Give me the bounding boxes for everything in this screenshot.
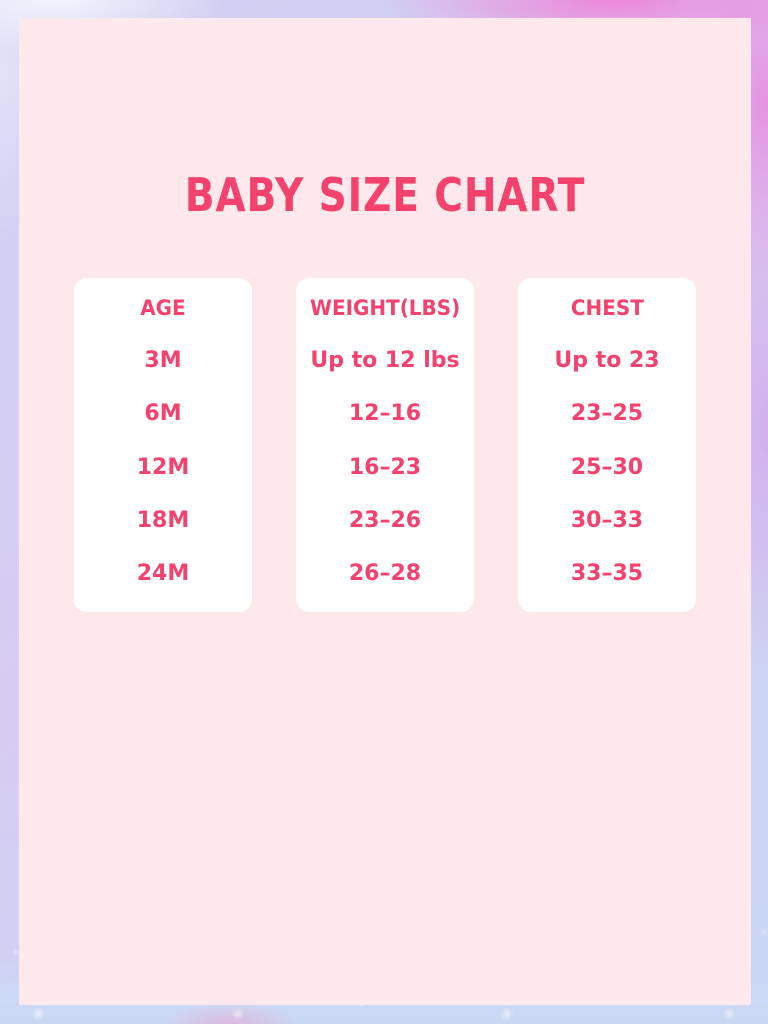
age-cell: 18M xyxy=(136,507,190,533)
chest-cell: 33–35 xyxy=(570,560,644,586)
weight-cell: 12–16 xyxy=(348,401,422,427)
page-title: BABY SIZE CHART xyxy=(184,168,586,222)
size-chart-panel: BABY SIZE CHART AGE 3M 6M 12M 18M 24M WE… xyxy=(19,18,751,1005)
weight-column-card: WEIGHT(LBS) Up to 12 lbs 12–16 16–23 23–… xyxy=(296,278,474,612)
weight-cell: 23–26 xyxy=(348,507,422,533)
age-cell: 3M xyxy=(144,348,182,374)
chest-cell: 23–25 xyxy=(570,401,644,427)
column-header-age: AGE xyxy=(140,296,186,320)
column-header-weight: WEIGHT(LBS) xyxy=(309,296,461,320)
age-column-card: AGE 3M 6M 12M 18M 24M xyxy=(74,278,252,612)
chest-cell: Up to 23 xyxy=(554,348,660,374)
weight-cell: Up to 12 lbs xyxy=(310,348,460,374)
weight-cell: 16–23 xyxy=(348,454,422,480)
weight-cell: 26–28 xyxy=(348,560,422,586)
chest-cell: 30–33 xyxy=(570,507,644,533)
age-cell: 6M xyxy=(144,401,182,427)
size-chart-columns: AGE 3M 6M 12M 18M 24M WEIGHT(LBS) Up to … xyxy=(19,278,751,612)
chest-cell: 25–30 xyxy=(570,454,644,480)
age-cell: 12M xyxy=(136,454,190,480)
chest-column-card: CHEST Up to 23 23–25 25–30 30–33 33–35 xyxy=(518,278,696,612)
column-header-chest: CHEST xyxy=(570,296,644,320)
age-cell: 24M xyxy=(136,560,190,586)
